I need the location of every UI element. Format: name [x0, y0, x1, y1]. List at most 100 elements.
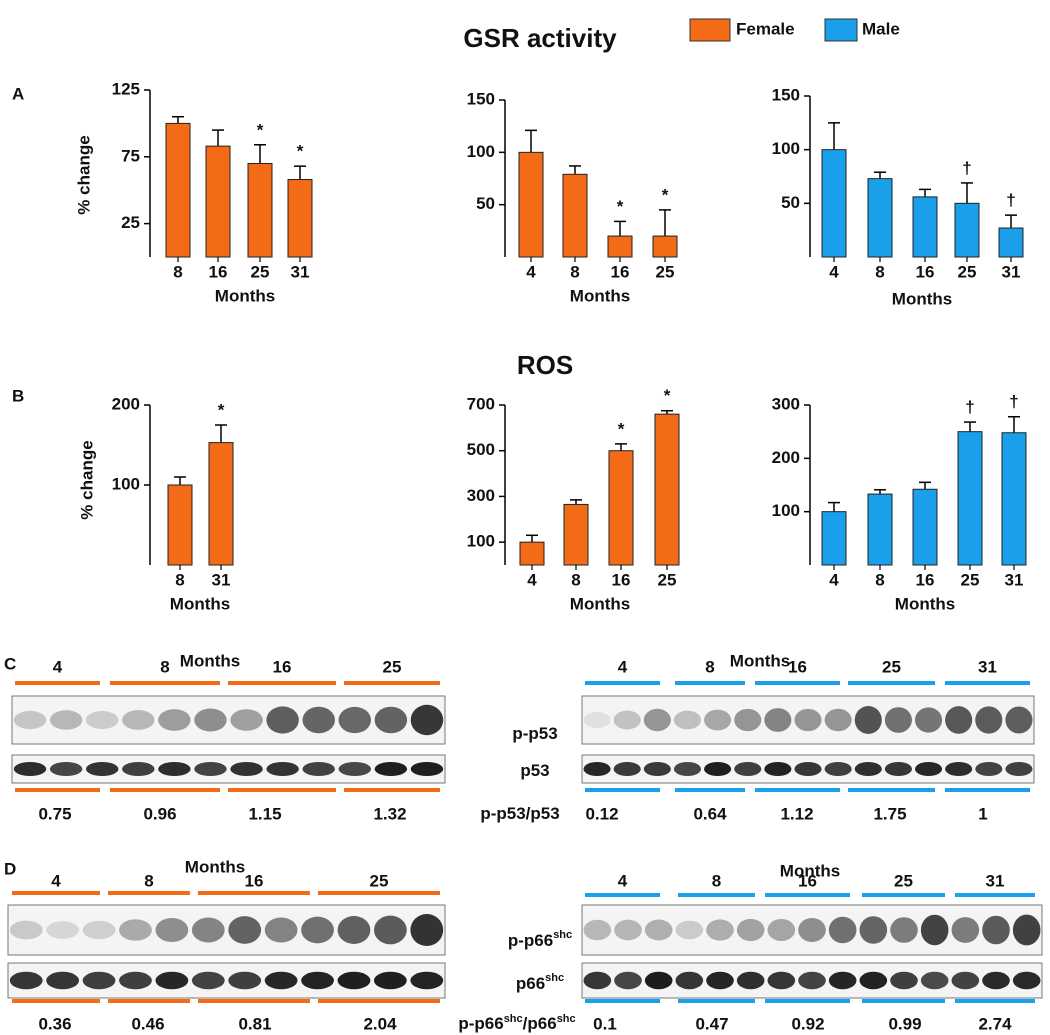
- band: [767, 971, 796, 990]
- bar: [607, 235, 633, 258]
- band: [13, 762, 47, 776]
- blot: [11, 754, 446, 784]
- label-part: p-p53/p53: [480, 804, 559, 823]
- band: [764, 762, 792, 776]
- label-sup: shc: [553, 929, 572, 941]
- ratio-value: 1.15: [248, 804, 281, 823]
- group-label: 25: [882, 657, 901, 676]
- band: [854, 706, 882, 734]
- band: [914, 707, 943, 733]
- x-tick-label: 8: [570, 262, 579, 281]
- ratio-label: p-p53/p53: [480, 804, 559, 823]
- bar: [821, 511, 847, 566]
- band: [374, 706, 408, 734]
- bar: [562, 173, 588, 258]
- x-tick-label: 4: [526, 262, 536, 281]
- y-axis-label: % change: [74, 135, 93, 214]
- bar: [821, 149, 847, 258]
- band: [1005, 762, 1033, 776]
- band: [158, 709, 191, 731]
- band: [673, 762, 702, 776]
- annotation: *: [618, 419, 625, 438]
- band: [191, 917, 225, 943]
- label-part: p-p66: [508, 931, 553, 950]
- x-tick-label: 16: [612, 570, 631, 589]
- y-tick-label: 300: [772, 394, 800, 413]
- legend-label: Male: [862, 19, 900, 38]
- band: [155, 971, 189, 990]
- band: [374, 762, 408, 776]
- band: [337, 971, 371, 990]
- band: [49, 710, 83, 730]
- blot: [11, 695, 446, 745]
- bar: [867, 493, 893, 566]
- x-tick-label: 25: [658, 570, 677, 589]
- group-label: 16: [788, 657, 807, 676]
- band: [82, 971, 116, 990]
- band: [583, 762, 611, 776]
- annotation: †: [962, 158, 971, 177]
- band: [643, 708, 671, 732]
- band: [264, 917, 298, 943]
- band: [338, 706, 372, 734]
- band: [228, 916, 262, 944]
- label-sup: shc: [557, 1013, 576, 1025]
- group-label: 8: [160, 657, 169, 676]
- group-label: 4: [53, 657, 63, 676]
- band: [301, 916, 334, 944]
- label-sup: shc: [504, 1013, 523, 1025]
- band: [734, 708, 762, 732]
- x-tick-label: 8: [173, 262, 182, 281]
- group-label: 8: [144, 871, 153, 890]
- band: [975, 762, 1003, 776]
- x-tick-label: 25: [656, 262, 675, 281]
- band: [859, 916, 888, 944]
- x-tick-label: 4: [829, 262, 839, 281]
- x-tick-label: 16: [611, 262, 630, 281]
- months-label: Months: [185, 857, 245, 876]
- band: [975, 706, 1003, 734]
- band: [706, 971, 734, 990]
- ratio-value: 1: [978, 804, 987, 823]
- x-tick-label: 16: [209, 262, 228, 281]
- bar: [205, 145, 231, 258]
- bar: [165, 122, 191, 258]
- band: [884, 707, 912, 733]
- band: [302, 762, 335, 776]
- band: [613, 710, 641, 730]
- band: [614, 919, 642, 941]
- band: [410, 913, 444, 947]
- x-tick-label: 8: [571, 570, 580, 589]
- x-tick-label: 4: [829, 570, 839, 589]
- ratio-value: 1.32: [373, 804, 406, 823]
- band: [228, 971, 262, 990]
- bar: [912, 488, 938, 566]
- band: [13, 710, 47, 730]
- legend-label: Female: [736, 19, 795, 38]
- ratio-value: 2.04: [363, 1014, 397, 1033]
- y-tick-label: 50: [781, 193, 800, 212]
- band: [46, 921, 80, 939]
- x-tick-label: 25: [251, 262, 270, 281]
- band: [734, 762, 762, 776]
- months-label: Months: [730, 651, 790, 670]
- band: [675, 971, 704, 990]
- label-part: /p66: [523, 1014, 557, 1033]
- label-part: p53: [520, 761, 549, 780]
- band: [266, 706, 299, 734]
- x-axis-label: Months: [570, 286, 630, 305]
- y-tick-label: 25: [121, 213, 140, 232]
- annotation: †: [1006, 191, 1015, 210]
- band: [9, 920, 43, 940]
- group-label: 4: [51, 871, 61, 890]
- band: [767, 918, 796, 942]
- x-tick-label: 8: [875, 570, 884, 589]
- ratio-value: 0.1: [593, 1014, 617, 1033]
- band: [644, 971, 673, 990]
- band: [890, 917, 918, 943]
- y-tick-label: 200: [772, 448, 800, 467]
- bar: [912, 196, 938, 258]
- panel-label: D: [4, 859, 16, 878]
- band: [122, 710, 155, 730]
- bar: [247, 162, 273, 258]
